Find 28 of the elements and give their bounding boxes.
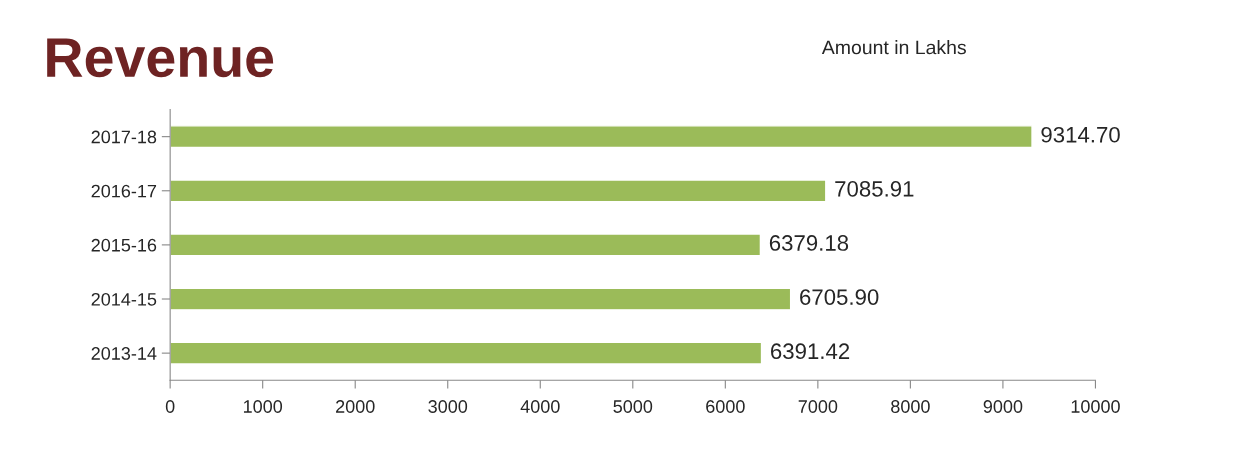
y-tick-label: 2015-16 bbox=[91, 238, 157, 252]
chart-title: Revenue bbox=[47, 38, 274, 78]
bar bbox=[170, 233, 762, 257]
x-tick-label: 8000 bbox=[891, 400, 930, 413]
x-tick-label: 1000 bbox=[243, 400, 283, 413]
y-tick-label: 2014-15 bbox=[91, 292, 157, 306]
bar bbox=[170, 341, 763, 365]
data-label: 6379.18 bbox=[769, 235, 849, 251]
y-tick-label: 2013-14 bbox=[91, 347, 157, 360]
x-tick-label: 2000 bbox=[336, 400, 375, 413]
x-tick-label: 4000 bbox=[520, 400, 560, 413]
x-tick-label: 5000 bbox=[613, 400, 653, 413]
data-label: 9314.70 bbox=[1041, 126, 1120, 143]
x-tick-label: 10000 bbox=[1071, 400, 1120, 413]
y-tick-label: 2016-17 bbox=[91, 184, 157, 198]
data-label: 7085.91 bbox=[835, 181, 914, 197]
text: Amount in Lakhs bbox=[821, 40, 966, 55]
x-tick-label: 7000 bbox=[798, 400, 838, 413]
x-tick-label: 0 bbox=[165, 400, 175, 413]
bar bbox=[170, 287, 792, 311]
x-tick-label: 3000 bbox=[428, 400, 468, 413]
data-label: 6705.90 bbox=[800, 289, 879, 305]
bar bbox=[170, 125, 1033, 149]
data-label: 6391.42 bbox=[771, 343, 850, 360]
x-tick-label: 6000 bbox=[706, 400, 745, 413]
y-tick-label: 2017-18 bbox=[91, 130, 157, 144]
bar bbox=[170, 179, 827, 203]
x-tick-label: 9000 bbox=[983, 400, 1023, 413]
